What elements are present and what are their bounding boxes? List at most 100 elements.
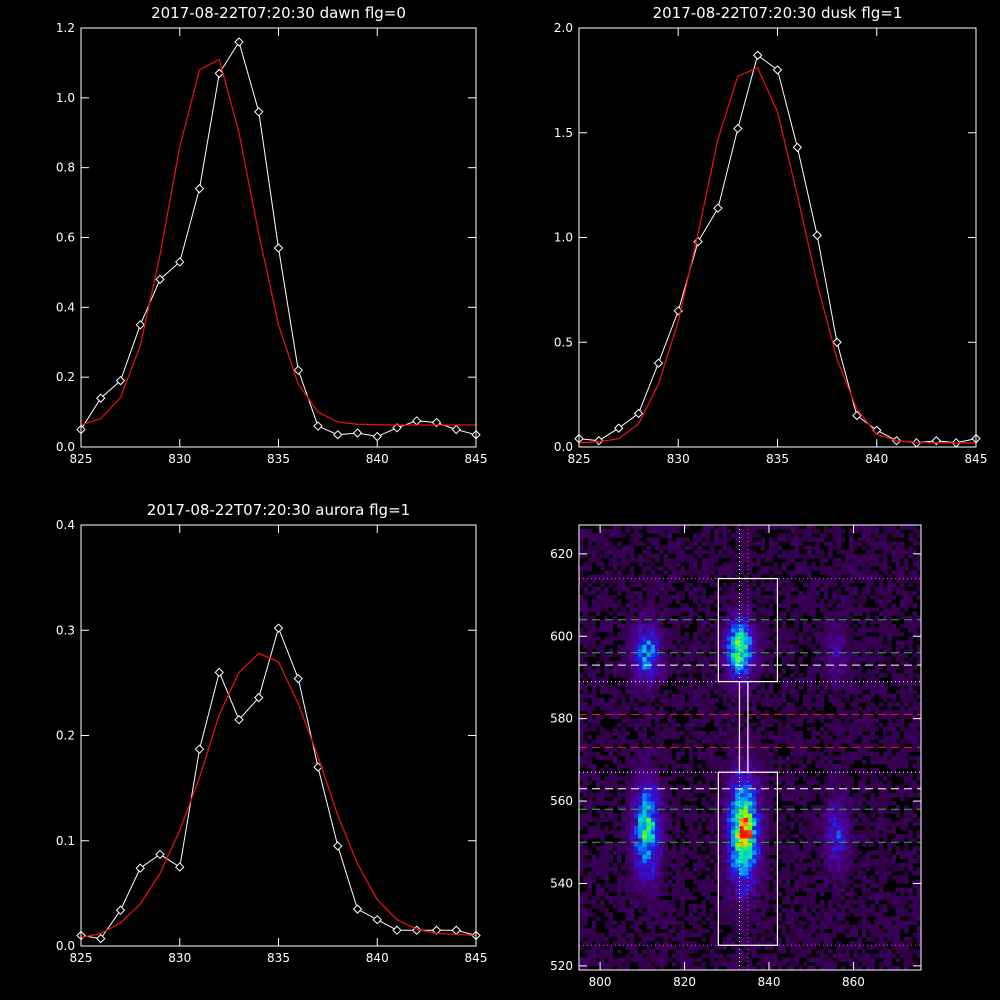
heat-cell (899, 652, 905, 658)
heat-cell (714, 768, 719, 773)
heat-cell (604, 883, 609, 888)
heat-cell (697, 698, 702, 703)
heat-cell (794, 714, 799, 719)
heat-cell (802, 813, 808, 818)
heat-cell (747, 846, 753, 851)
heat-cell (912, 726, 918, 732)
heat-cell (899, 821, 905, 827)
heat-cell (845, 846, 850, 851)
heat-cell (739, 904, 744, 909)
heat-cell (912, 838, 918, 843)
heat-cell (895, 788, 901, 794)
heat-cell (697, 710, 702, 715)
heat-cell (819, 792, 825, 798)
heat-cell (642, 883, 647, 888)
y-tick-label: 0.2 (56, 729, 75, 743)
heat-cell (747, 768, 753, 773)
heat-cell (600, 652, 605, 658)
heat-cell (629, 813, 635, 818)
heat-cell (785, 912, 791, 917)
heat-cell (752, 875, 757, 880)
data-point (832, 337, 842, 347)
heat-cell (828, 887, 833, 893)
heat-cell (823, 932, 829, 938)
heat-cell (646, 912, 652, 917)
heat-cell (760, 792, 766, 798)
heat-cell (777, 879, 782, 884)
heat-cell (815, 759, 820, 765)
heat-cell (891, 735, 896, 740)
heat-cell (629, 862, 635, 868)
heat-cell (697, 838, 702, 843)
x-tick-label: 835 (267, 951, 290, 965)
heat-cell (705, 788, 711, 794)
heat-cell (688, 904, 694, 909)
heat-cell (895, 677, 901, 682)
heat-cell (908, 784, 913, 789)
heat-cell (819, 846, 825, 851)
heat-cell (836, 871, 842, 876)
heat-cell (861, 726, 867, 732)
x-tick-label: 830 (168, 452, 191, 466)
heat-cell (604, 895, 609, 901)
heat-cell (680, 751, 685, 757)
heat-cell (642, 718, 647, 724)
heat-cell (684, 965, 690, 971)
heat-cell (752, 829, 757, 835)
heat-cell (819, 809, 825, 814)
heat-cell (798, 677, 804, 682)
heat-cell (891, 916, 896, 921)
heat-cell (655, 866, 660, 872)
heat-cell (659, 813, 664, 818)
heat-cell (823, 883, 829, 888)
heat-cell (798, 883, 804, 888)
heat-cell (836, 656, 842, 662)
heat-cell (760, 660, 766, 666)
heat-cell (781, 784, 787, 789)
heat-cell (642, 763, 647, 769)
heat-cell (617, 854, 622, 860)
heat-cell (646, 829, 652, 835)
heat-cell (836, 862, 842, 868)
heat-cell (739, 920, 744, 925)
heat-cell (595, 755, 601, 761)
heat-cell (878, 858, 884, 864)
heat-cell (828, 809, 833, 814)
heat-cell (794, 722, 799, 728)
heat-cell (621, 805, 626, 810)
heat-cell (832, 698, 837, 703)
heat-cell (591, 949, 597, 954)
heat-cell (625, 817, 630, 822)
heat-cell (587, 772, 592, 777)
heat-cell (722, 957, 728, 963)
heat-cell (676, 743, 681, 748)
heat-cell (747, 726, 753, 732)
x-tick-label: 825 (568, 452, 591, 466)
heat-cell (798, 656, 804, 662)
heat-cell (693, 834, 698, 839)
heat-cell (663, 702, 668, 707)
heat-cell (579, 842, 584, 847)
heat-cell (642, 693, 647, 699)
heat-cell (756, 735, 761, 740)
heat-cell (836, 887, 842, 893)
heat-cell (667, 751, 673, 757)
heat-cell (811, 776, 816, 781)
heat-cell (671, 726, 677, 732)
heat-cell (663, 763, 668, 769)
heat-cell (832, 689, 837, 695)
heat-cell (916, 681, 922, 686)
heat-cell (579, 928, 584, 934)
heat-cell (642, 714, 647, 719)
heat-cell (794, 866, 799, 872)
heat-cell (684, 763, 690, 769)
heat-cell (579, 846, 584, 851)
heat-cell (735, 731, 740, 736)
heat-cell (845, 805, 850, 810)
heat-cell (764, 809, 770, 814)
heat-cell (756, 648, 761, 654)
heat-cell (655, 796, 660, 802)
heat-cell (701, 904, 706, 909)
heat-cell (891, 768, 896, 773)
heat-cell (646, 648, 652, 654)
